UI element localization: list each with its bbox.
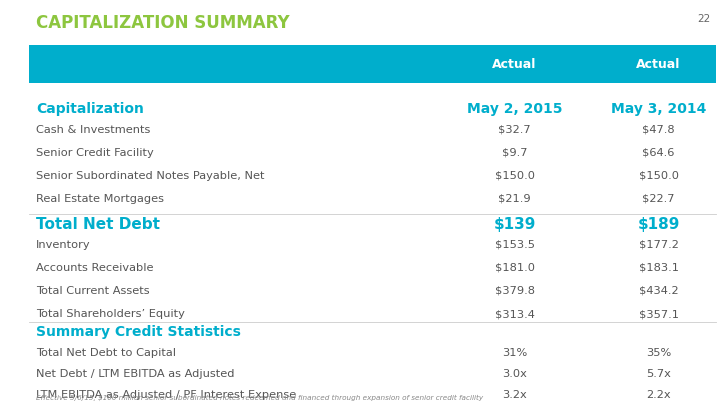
Text: $9.7: $9.7 [502,148,527,158]
Text: $32.7: $32.7 [498,125,531,135]
Text: Actual: Actual [636,58,680,71]
Text: 5.7x: 5.7x [646,369,671,379]
Text: $47.8: $47.8 [642,125,675,135]
Text: May 3, 2014: May 3, 2014 [611,102,706,116]
Text: $177.2: $177.2 [639,240,678,250]
Text: Accounts Receivable: Accounts Receivable [36,263,153,273]
Text: Actual: Actual [492,58,537,71]
Text: Summary Credit Statistics: Summary Credit Statistics [36,325,241,339]
Text: Net Debt / LTM EBITDA as Adjusted: Net Debt / LTM EBITDA as Adjusted [36,369,235,379]
Text: Real Estate Mortgages: Real Estate Mortgages [36,194,164,204]
Text: $313.4: $313.4 [495,309,534,319]
Text: $150.0: $150.0 [639,171,678,181]
FancyBboxPatch shape [29,45,716,83]
Text: 22: 22 [697,14,711,24]
Text: 2.2x: 2.2x [647,390,671,401]
Text: $434.2: $434.2 [639,286,678,296]
Text: LTM EBITDA as Adjusted / PF Interest Expense: LTM EBITDA as Adjusted / PF Interest Exp… [36,390,296,401]
Text: 3.0x: 3.0x [502,369,527,379]
Text: Cash & Investments: Cash & Investments [36,125,150,135]
Text: 35%: 35% [646,348,671,358]
Text: Total Net Debt to Capital: Total Net Debt to Capital [36,348,176,358]
Text: $357.1: $357.1 [639,309,678,319]
Text: Effective 5/6/15, $100 million senior subordinated notes redeemed and financed t: Effective 5/6/15, $100 million senior su… [36,394,483,401]
Text: Total Current Assets: Total Current Assets [36,286,150,296]
Text: Inventory: Inventory [36,240,91,250]
Text: $139: $139 [493,217,536,232]
Text: CAPITALIZATION SUMMARY: CAPITALIZATION SUMMARY [36,14,289,32]
Text: Senior Subordinated Notes Payable, Net: Senior Subordinated Notes Payable, Net [36,171,264,181]
Text: Senior Credit Facility: Senior Credit Facility [36,148,154,158]
Text: $22.7: $22.7 [642,194,675,204]
Text: Total Net Debt: Total Net Debt [36,217,160,232]
Text: $150.0: $150.0 [495,171,535,181]
Text: Total Shareholders’ Equity: Total Shareholders’ Equity [36,309,185,319]
Text: $183.1: $183.1 [639,263,678,273]
Text: 31%: 31% [502,348,527,358]
Text: Capitalization: Capitalization [36,102,144,116]
Text: $153.5: $153.5 [495,240,535,250]
Text: May 2, 2015: May 2, 2015 [467,102,562,116]
Text: $64.6: $64.6 [642,148,675,158]
Text: $181.0: $181.0 [495,263,535,273]
Text: $189: $189 [637,217,680,232]
Text: $21.9: $21.9 [498,194,531,204]
Text: $379.8: $379.8 [495,286,535,296]
Text: 3.2x: 3.2x [503,390,527,401]
